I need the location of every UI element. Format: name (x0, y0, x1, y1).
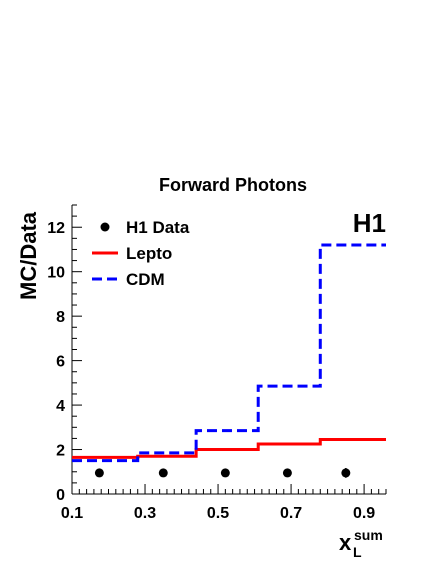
x-tick-label: 0.1 (61, 505, 83, 522)
data-point (341, 468, 351, 478)
x-axis-label-sup: sum (354, 527, 383, 543)
y-tick-label: 0 (56, 487, 65, 504)
series-cdm-step (72, 243, 386, 463)
y-tick-label: 8 (56, 309, 65, 326)
y-tick-label: 10 (47, 265, 65, 282)
legend-label-cdm: CDM (126, 270, 165, 289)
legend-label-h1-data: H1 Data (126, 218, 190, 237)
x-tick-label: 0.3 (134, 505, 156, 522)
y-tick-label: 6 (56, 354, 65, 371)
y-tick-label: 4 (56, 398, 65, 415)
data-point (220, 468, 230, 478)
legend: H1 Data Lepto CDM (92, 218, 190, 289)
y-axis-label: MC/Data (16, 211, 41, 300)
chart-title: Forward Photons (159, 175, 307, 195)
y-tick-label: 12 (47, 220, 65, 237)
x-tick-label: 0.7 (280, 505, 302, 522)
data-point (158, 468, 168, 478)
y-tick-label: 2 (56, 443, 65, 460)
legend-marker-h1-data (100, 222, 110, 232)
data-point (94, 468, 104, 478)
series-lepto-step (72, 438, 386, 459)
x-tick-label: 0.9 (353, 505, 375, 522)
x-axis-label: x sum L (339, 527, 383, 560)
x-axis-label-sub: L (353, 544, 362, 560)
experiment-label: H1 (353, 208, 386, 238)
plot-area: 0.1 0.3 0.5 0.7 0.9 0 2 4 6 8 10 12 (47, 204, 387, 522)
legend-label-lepto: Lepto (126, 244, 172, 263)
x-axis-label-main: x (339, 530, 352, 555)
x-tick-label: 0.5 (207, 505, 229, 522)
data-point (282, 468, 292, 478)
